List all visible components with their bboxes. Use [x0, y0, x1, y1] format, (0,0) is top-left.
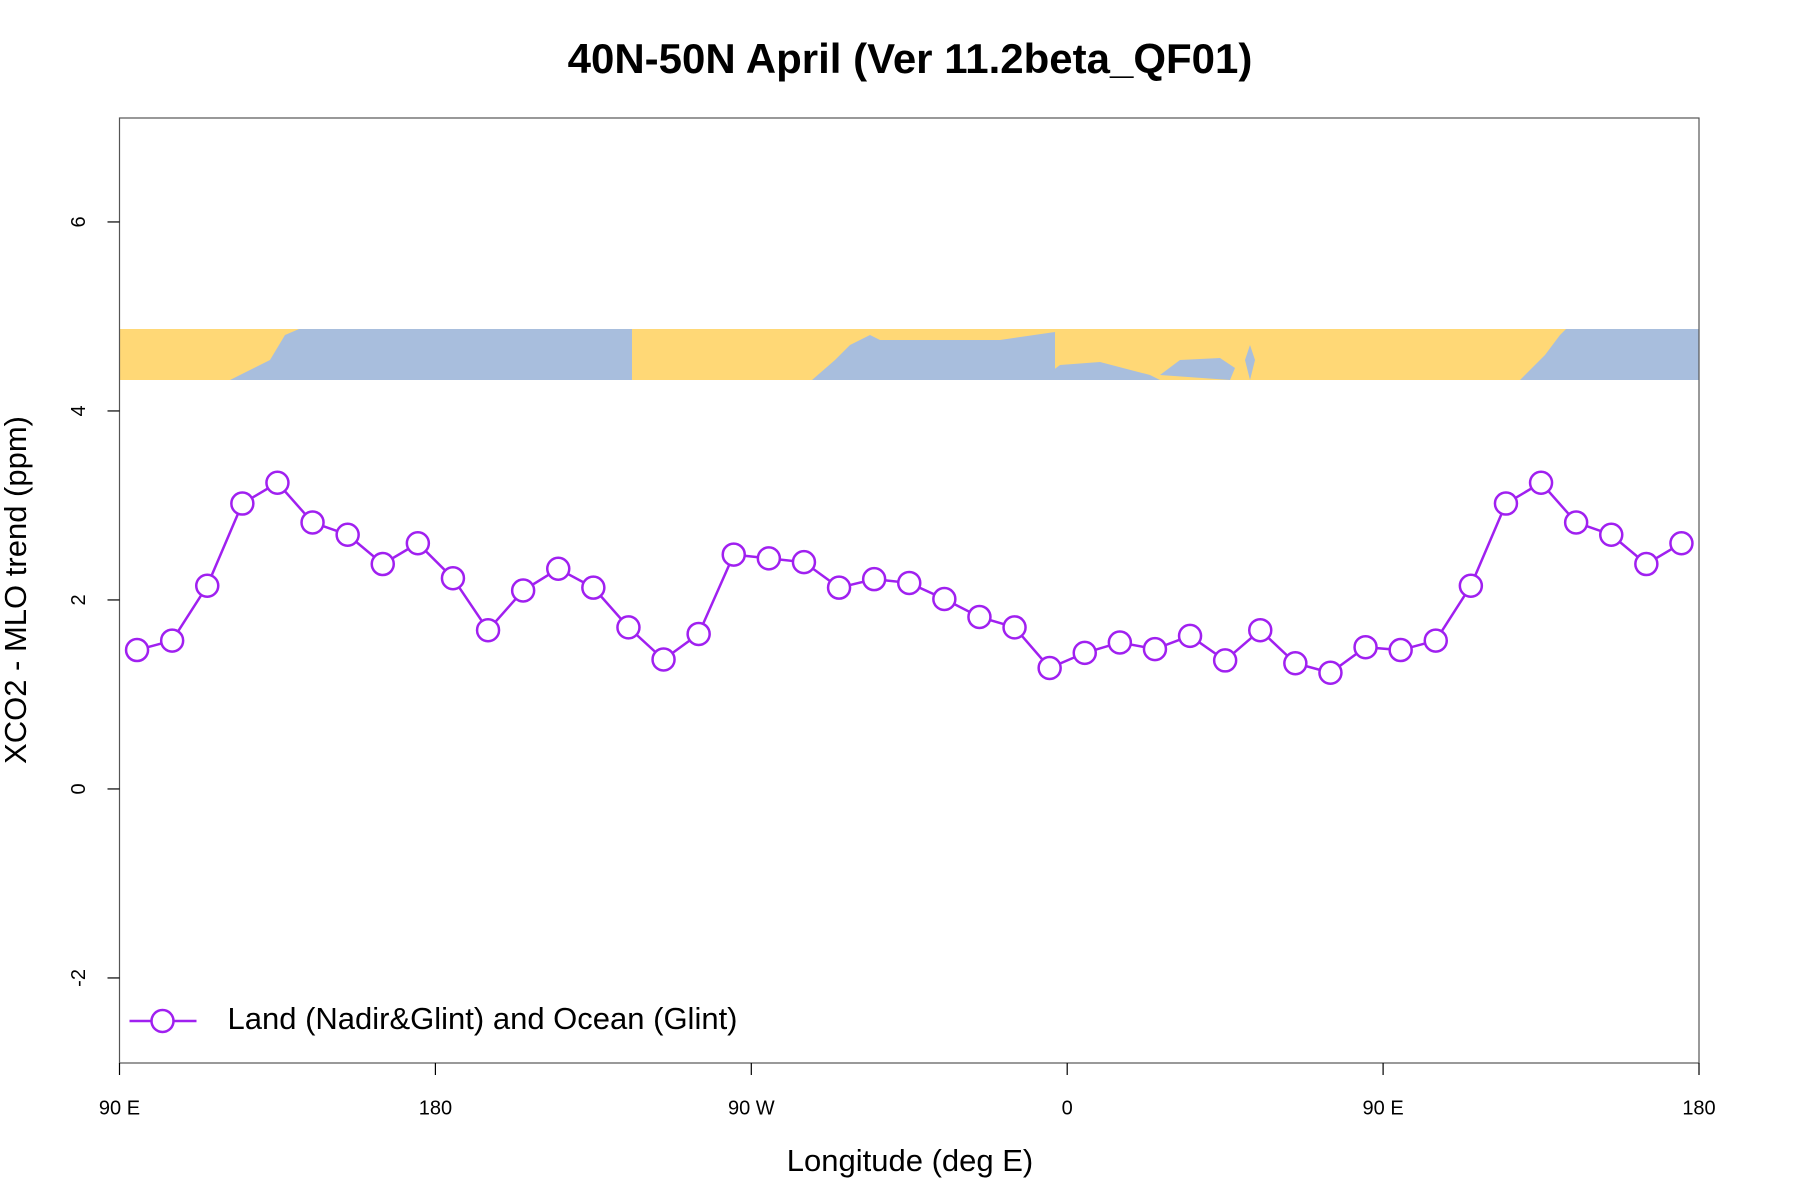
point-marker [159, 628, 185, 653]
point-marker [1458, 573, 1484, 599]
point-marker [1212, 648, 1238, 673]
x-tick-label: 180 [1682, 1097, 1715, 1119]
y-tick-label: 0 [68, 783, 90, 794]
x-tick-label: 90 E [1363, 1097, 1404, 1119]
x-tick-label: 0 [1062, 1097, 1073, 1119]
y-tick-label: 2 [68, 594, 90, 605]
y-tick-label: 4 [68, 405, 90, 416]
point-marker [1283, 651, 1308, 676]
point-marker [1599, 522, 1624, 547]
point-marker [1669, 531, 1694, 556]
point-marker [616, 615, 641, 640]
point-marker [1423, 628, 1448, 653]
point-marker [686, 621, 711, 647]
point-marker [861, 566, 887, 592]
legend-marker [150, 1008, 175, 1034]
point-marker [1528, 470, 1554, 496]
point-marker [230, 491, 255, 516]
ocean [1040, 362, 1160, 380]
point-marker [1563, 510, 1589, 535]
point-marker [124, 637, 150, 663]
point-marker [1142, 636, 1168, 662]
point-marker [791, 549, 817, 575]
point-marker [1493, 491, 1519, 516]
ocean [230, 329, 299, 380]
point-marker [475, 617, 501, 643]
plot-frame [118, 117, 1700, 1064]
x-tick-label: 90 E [99, 1097, 140, 1119]
ocean [812, 332, 1055, 380]
point-marker [1634, 551, 1659, 577]
point-marker [1037, 655, 1062, 681]
point-marker [651, 647, 676, 672]
point-marker [195, 573, 220, 599]
map-strip [119, 329, 1699, 380]
ocean [1160, 358, 1235, 380]
point-marker [1177, 623, 1203, 649]
point-marker [826, 575, 852, 600]
ocean [1520, 329, 1699, 380]
legend-label: Land (Nadir&Glint) and Ocean (Glint) [228, 1001, 738, 1036]
point-marker [265, 470, 290, 496]
point-marker [967, 604, 992, 630]
x-tick-label: 90 W [728, 1097, 775, 1119]
ocean [299, 329, 632, 380]
point-marker [1388, 637, 1413, 663]
ocean [1245, 345, 1255, 380]
point-marker [370, 551, 395, 577]
x-axis-label: Longitude (deg E) [787, 1143, 1033, 1178]
y-tick-label: -2 [68, 969, 90, 987]
y-tick-label: 6 [68, 216, 90, 227]
point-marker [335, 522, 360, 547]
point-marker [440, 565, 466, 591]
point-marker [721, 542, 746, 567]
chart-title: 40N-50N April (Ver 11.2beta_QF01) [568, 35, 1253, 82]
point-marker [1248, 617, 1273, 643]
point-marker [897, 570, 922, 596]
point-marker [1318, 660, 1343, 685]
point-marker [1072, 640, 1097, 666]
x-tick-label: 180 [419, 1097, 452, 1119]
point-marker [932, 586, 957, 612]
point-marker [546, 556, 571, 582]
y-axis-label: XCO2 - MLO trend (ppm) [0, 416, 33, 764]
point-marker [1002, 615, 1027, 640]
point-marker [1353, 634, 1378, 660]
point-marker [1107, 630, 1133, 655]
point-marker [300, 510, 325, 535]
point-marker [756, 546, 782, 571]
point-marker [581, 575, 606, 600]
point-marker [405, 531, 431, 556]
point-marker [510, 578, 536, 603]
